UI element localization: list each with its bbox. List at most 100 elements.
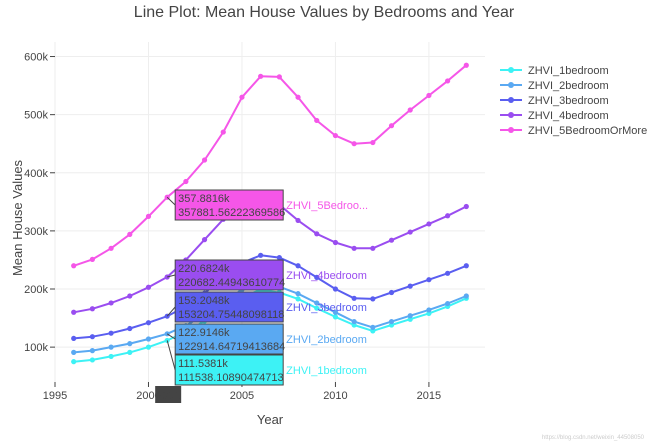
data-point [351,245,357,251]
data-point [332,314,339,320]
y-tick-label: 600k [24,52,48,64]
data-point [108,344,114,350]
hover-value-short: 111.5381k [178,358,228,370]
data-point [332,239,339,246]
data-point [89,348,95,354]
hover-tooltips: 357.8816k 357881.56222369586ZHVI_5Bedroo.… [155,189,368,403]
data-point [108,353,114,360]
data-point [370,324,376,330]
data-point [407,229,413,235]
legend-label: ZHVI_1bedroom [528,65,609,77]
data-point [145,284,152,290]
hover-value-short: 357.8816k [178,193,230,205]
data-point [295,217,301,224]
legend-label: ZHVI_5BedroomOrMore [528,125,647,137]
hover-value-short: 153.2048k [178,295,230,307]
x-tick-label: 2015 [417,390,441,402]
hover-value-full: 357881.56222369586 [178,207,285,219]
data-point [407,107,413,113]
y-tick-label: 500k [24,110,48,122]
data-point [145,320,152,326]
data-point [295,296,301,302]
legend-item[interactable]: ZHVI_3bedroom [500,95,609,107]
data-point [463,293,469,299]
data-point [370,296,376,302]
data-point [332,132,339,139]
axes: 1995 2000 2005 2010 2015 100k 200k 300k 400k 500k… [24,52,441,402]
data-point [201,237,208,243]
chart-title: Line Plot: Mean House Values by Bedrooms… [134,4,515,21]
legend-swatch-point [508,127,514,133]
y-tick-label: 100k [24,342,48,354]
data-point [258,252,264,258]
data-point [463,203,469,210]
series-line [73,254,467,340]
data-point [463,62,469,68]
data-point [71,359,77,365]
x-axis-title: Year [257,412,284,427]
data-point [71,349,77,355]
data-point [295,263,301,269]
data-point [314,117,320,124]
data-point [127,341,133,347]
data-point [127,231,133,237]
hover-box [174,323,284,355]
data-point [108,330,114,336]
data-point [89,306,95,312]
hover-value-full: 111538.10890474713 [178,372,283,384]
data-point [258,73,264,79]
legend-swatch-point [508,112,514,118]
hover-value-short: 122.9146k [178,327,230,339]
hover-box [174,291,284,323]
data-point [314,305,320,311]
data-point [127,349,133,355]
legend-label: ZHVI_4bedroom [528,110,609,122]
hover-box [174,189,284,221]
legend-swatch-point [508,82,514,88]
data-point [445,300,451,307]
data-point [276,74,282,80]
y-tick-label: 400k [24,168,48,180]
data-point [370,139,376,146]
legend[interactable]: ZHVI_1bedroom ZHVI_2bedroom ZHVI_3bedroom Z… [500,65,647,137]
data-point [426,92,432,99]
data-point [89,357,95,363]
x-tick-label: 2000 [136,390,160,402]
legend-item[interactable]: ZHVI_4bedroom [500,110,609,122]
data-point [108,300,114,306]
data-point [71,335,77,342]
data-point [388,123,395,129]
hover-connector [166,333,176,340]
hover-series-name: ZHVI_4bedroom [286,270,367,282]
hover-x-label: 2001 [156,390,180,402]
legend-item[interactable]: ZHVI_2bedroom [500,80,609,92]
data-point [407,283,413,289]
legend-swatch-point [508,97,514,103]
data-point [388,318,395,325]
data-point [71,309,77,315]
legend-item[interactable]: ZHVI_1bedroom [500,65,609,77]
hover-connector [167,274,176,278]
hover-connector [166,340,176,371]
data-point [351,295,357,301]
hover-box [174,354,284,386]
data-point [183,178,189,185]
legend-item[interactable]: ZHVI_5BedroomOrMore [500,125,647,137]
y-axis-title: Mean House Values [10,159,25,276]
data-point [127,293,133,299]
data-point [145,336,152,342]
data-point [351,141,357,147]
data-point [426,277,432,283]
hover-value-short: 220.6824k [178,263,230,275]
x-tick-label: 2005 [230,390,254,402]
hover-x-tag [155,386,182,403]
data-point [445,213,451,219]
legend-label: ZHVI_2bedroom [528,80,609,92]
hover-series-name: ZHVI_2bedroom [286,334,367,346]
legend-swatch-point [508,67,514,73]
data-point [388,237,395,243]
data-point [351,318,357,325]
data-point [463,263,469,269]
data-point [314,274,320,280]
